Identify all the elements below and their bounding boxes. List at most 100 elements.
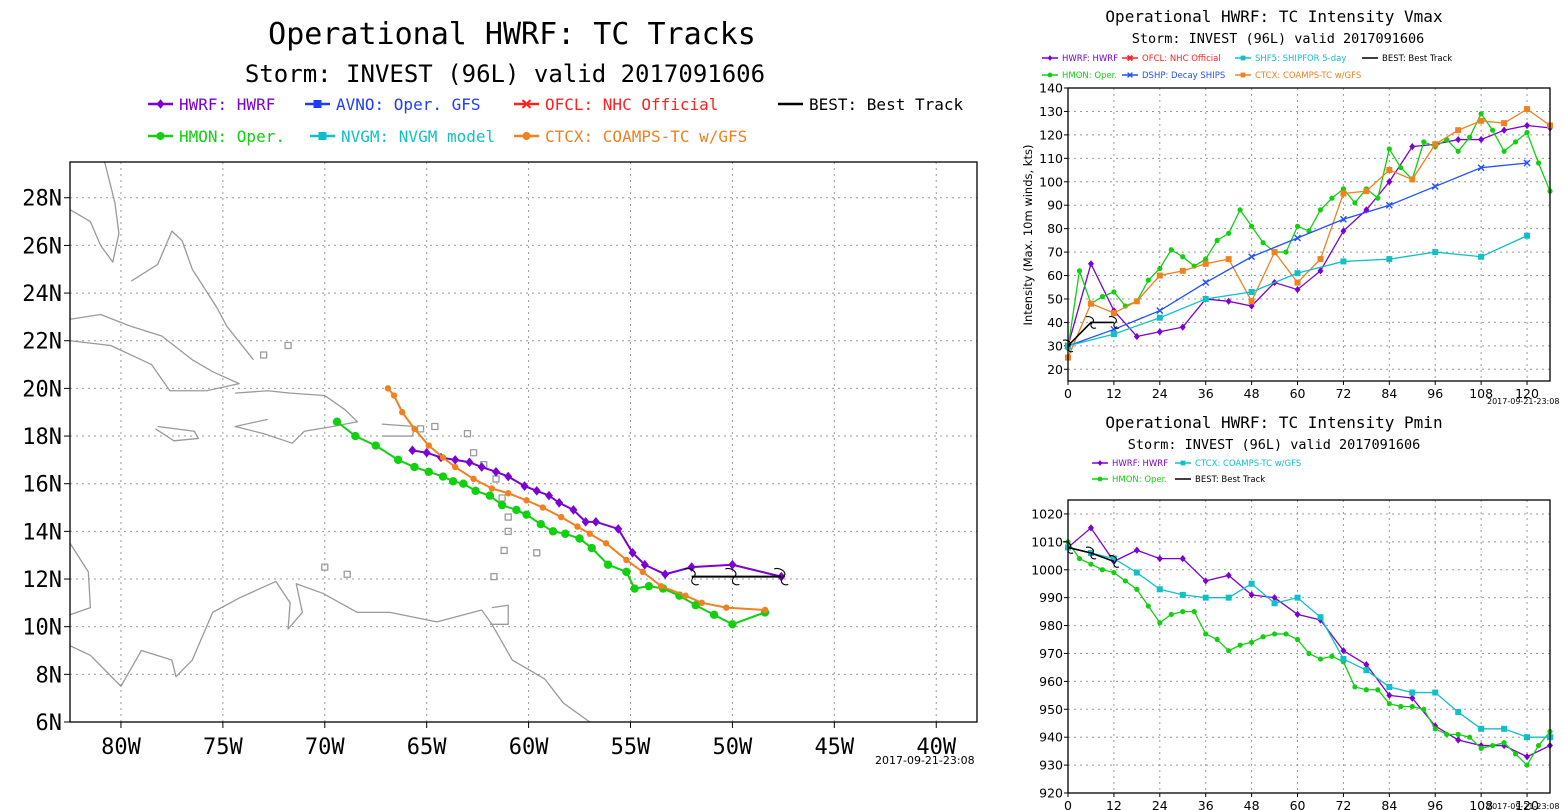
land-outline <box>234 390 359 444</box>
point-hmon <box>1157 265 1163 272</box>
land-outline <box>69 161 591 723</box>
track-point-hmon <box>603 560 613 569</box>
pmin-chart: Operational HWRF: TC Intensity Pmin Stor… <box>1031 413 1559 810</box>
point-ctcx <box>1248 580 1255 587</box>
point-hmon <box>1478 745 1484 751</box>
track-point-ctcx <box>411 425 418 433</box>
island-outline <box>284 341 292 350</box>
point-hmon <box>1535 160 1542 166</box>
island-outline <box>321 563 329 571</box>
point-ctcx <box>1478 725 1485 732</box>
legend-label-hmon: HMON: Oper. <box>1062 71 1117 81</box>
point-ctcx <box>1363 667 1370 674</box>
point-hmon <box>1352 684 1358 690</box>
legend-marker-ofcl <box>521 99 532 109</box>
point-hwrf <box>1478 135 1485 144</box>
point-ctcx <box>1225 594 1232 601</box>
point-hmon <box>1134 586 1140 592</box>
point-ctcx <box>1202 594 1209 601</box>
track-point-hmon <box>709 610 719 619</box>
x-tick-label: 120 <box>1515 798 1539 810</box>
plot-frame <box>1067 499 1551 794</box>
point-hmon <box>1490 127 1496 133</box>
point-hmon <box>1455 731 1461 737</box>
track-point-ctcx <box>470 475 477 483</box>
island-outline <box>343 570 351 578</box>
point-shf5 <box>1156 314 1163 321</box>
point-hmon <box>1512 139 1519 145</box>
point-ctcx <box>1478 117 1485 124</box>
track-point-hmon <box>424 467 433 476</box>
point-ctcx <box>1271 600 1278 607</box>
point-hmon <box>1386 701 1392 707</box>
point-hmon <box>1283 249 1289 255</box>
series-line-ctcx <box>1067 546 1550 738</box>
point-ctcx <box>1455 709 1462 716</box>
plot-frame <box>1067 87 1551 382</box>
point-best <box>1085 316 1097 329</box>
track-point-hmon <box>485 491 495 500</box>
point-best <box>1062 541 1074 554</box>
point-hmon <box>1260 240 1266 246</box>
point-hmon <box>1191 609 1197 615</box>
legend-marker-ctcx <box>522 132 531 140</box>
legend-label-best: BEST: Best Track <box>1382 54 1452 64</box>
x-tick-label: 60 <box>1290 798 1306 810</box>
tracks-timestamp: 2017-09-21-23:08 <box>875 754 975 767</box>
x-tick-label: 72 <box>1335 386 1351 401</box>
track-point-hwrf <box>451 455 460 465</box>
point-hmon <box>1386 146 1392 152</box>
point-ctcx <box>1317 614 1324 621</box>
point-ctcx <box>1271 249 1278 256</box>
track-point-hmon <box>561 529 570 538</box>
point-hmon <box>1501 740 1507 746</box>
point-hmon <box>1535 742 1542 749</box>
point-hmon <box>1180 254 1186 260</box>
point-hmon <box>1237 207 1243 213</box>
y-tick-label: 6N <box>36 711 63 736</box>
track-point-hwrf <box>477 462 486 472</box>
point-hwrf <box>1156 328 1163 336</box>
legend-marker-hmon <box>1047 72 1053 78</box>
point-hwrf <box>1179 323 1186 331</box>
island-outline <box>500 546 508 555</box>
tracks-grid <box>70 162 977 723</box>
legend-label-shf5: SHF5: SHIPFOR 5-day <box>1255 54 1346 64</box>
track-point-hmon <box>691 601 700 610</box>
track-point-hmon <box>630 584 639 593</box>
legend-marker-avno <box>313 100 322 108</box>
pmin-title: Operational HWRF: TC Intensity Pmin <box>1105 413 1442 432</box>
legend-label-ctcx: CTCX: COAMPS-TC w/GFS <box>1195 459 1301 469</box>
point-hmon <box>1467 734 1473 740</box>
point-hwrf <box>1409 143 1416 151</box>
x-tick-label: 65W <box>407 735 447 760</box>
point-dshp <box>1156 307 1164 315</box>
track-point-ctcx <box>558 513 565 521</box>
point-hmon <box>1501 148 1507 154</box>
track-point-ctcx <box>488 485 496 492</box>
x-tick-label: 0 <box>1064 798 1072 810</box>
island-outline <box>259 351 268 359</box>
y-tick-label: 970 <box>1039 646 1063 661</box>
legend-label-hwrf: HWRF: HWRF <box>1062 54 1118 64</box>
island-outline <box>533 549 541 557</box>
point-ctcx <box>1501 120 1508 127</box>
point-shf5 <box>1110 331 1117 338</box>
point-dshp <box>1523 159 1531 167</box>
legend-label-best: BEST: Best Track <box>1195 475 1265 485</box>
tracks-series <box>332 385 789 629</box>
point-hmon <box>1524 129 1530 136</box>
legend-label-ctcx: CTCX: COAMPS-TC w/GFS <box>1255 71 1361 81</box>
x-tick-label: 96 <box>1427 386 1443 401</box>
x-tick-label: 80W <box>101 735 141 760</box>
track-point-hwrf <box>544 490 553 501</box>
point-best <box>1062 339 1074 353</box>
point-ctcx <box>1294 279 1301 286</box>
point-hmon <box>1409 703 1415 710</box>
point-hmon <box>1214 636 1220 643</box>
point-ctcx <box>1248 298 1255 305</box>
x-tick-label: 24 <box>1152 386 1168 401</box>
point-hwrf <box>1363 661 1370 669</box>
point-ctcx <box>1455 127 1462 134</box>
point-shf5 <box>1248 288 1255 295</box>
